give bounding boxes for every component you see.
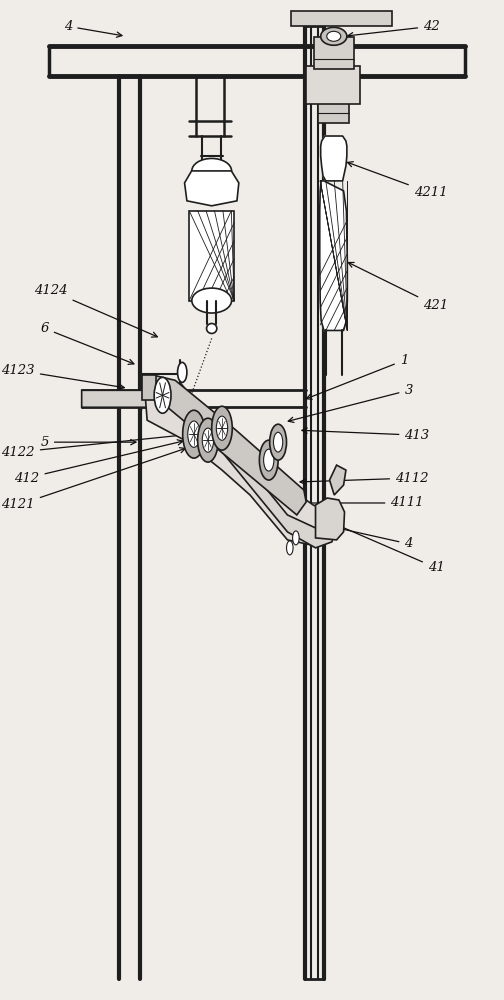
Text: 42: 42: [348, 20, 440, 38]
Circle shape: [286, 541, 293, 555]
Bar: [189, 211, 234, 301]
Circle shape: [188, 421, 200, 447]
Circle shape: [202, 428, 214, 452]
Text: 4111: 4111: [289, 496, 424, 509]
Text: 421: 421: [348, 262, 448, 312]
Text: 6: 6: [40, 322, 134, 364]
Text: 413: 413: [302, 428, 429, 442]
Ellipse shape: [321, 27, 347, 45]
Circle shape: [177, 362, 187, 382]
Bar: [143, 375, 157, 400]
Circle shape: [260, 440, 278, 480]
Text: 41: 41: [311, 513, 445, 574]
Polygon shape: [316, 498, 345, 540]
Ellipse shape: [192, 288, 231, 313]
Circle shape: [293, 531, 299, 545]
Polygon shape: [184, 171, 239, 206]
Text: 412: 412: [15, 440, 183, 485]
Text: 4124: 4124: [34, 284, 157, 337]
Text: 4121: 4121: [2, 448, 185, 511]
Polygon shape: [330, 465, 346, 495]
Text: 4112: 4112: [300, 472, 428, 485]
Circle shape: [198, 418, 218, 462]
Text: 5: 5: [40, 436, 136, 449]
Circle shape: [216, 416, 228, 440]
Text: 3: 3: [288, 384, 413, 422]
Bar: [313, 37, 354, 69]
Circle shape: [182, 410, 205, 458]
Ellipse shape: [192, 158, 231, 183]
Circle shape: [270, 424, 286, 460]
Bar: [306, 66, 360, 104]
Polygon shape: [320, 181, 347, 330]
Text: 4211: 4211: [347, 162, 447, 199]
Circle shape: [212, 406, 232, 450]
Ellipse shape: [327, 31, 341, 41]
Circle shape: [154, 377, 171, 413]
Text: 4122: 4122: [2, 432, 197, 459]
Text: 4: 4: [64, 20, 122, 37]
Polygon shape: [180, 382, 334, 548]
Polygon shape: [145, 380, 325, 545]
Text: 1: 1: [306, 354, 408, 399]
Polygon shape: [147, 375, 306, 515]
Text: 4123: 4123: [2, 364, 124, 389]
Polygon shape: [82, 390, 157, 407]
Bar: [319, 101, 349, 123]
Text: 4: 4: [305, 519, 413, 550]
Bar: [291, 11, 392, 26]
Ellipse shape: [207, 323, 217, 333]
Polygon shape: [321, 136, 347, 181]
Circle shape: [264, 449, 274, 471]
Circle shape: [274, 432, 283, 452]
